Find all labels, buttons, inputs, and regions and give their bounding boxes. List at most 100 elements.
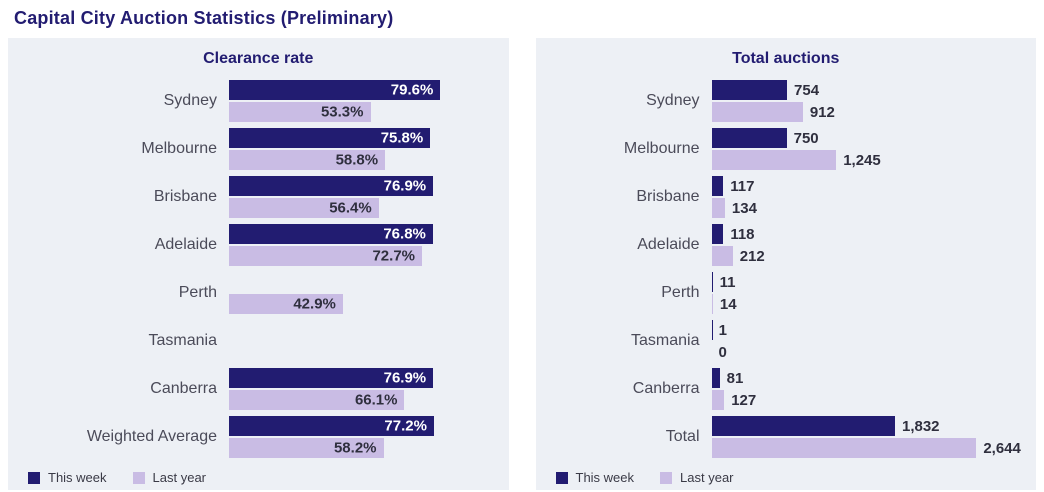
bar-track: 56.4% (229, 198, 495, 218)
bar-group: 117 134 (711, 176, 1023, 218)
value-label: 58.2% (333, 439, 377, 457)
bar-this-week (711, 416, 895, 436)
bar-track: 117 (711, 176, 1023, 196)
bar-track: 42.9% (229, 294, 495, 314)
bar-track: 1,245 (711, 150, 1023, 170)
bar-track: 0 (712, 342, 1023, 362)
chart-row: Perth 11 14 (550, 272, 1023, 314)
bar-track: 118 (711, 224, 1023, 244)
value-label: 42.9% (293, 295, 336, 313)
value-label: 72.7% (372, 247, 416, 265)
value-label: 76.8% (383, 225, 426, 243)
chart-row: Canberra 81 127 (550, 368, 1023, 410)
bar-track: 77.2% (229, 416, 495, 436)
bar-this-week: 75.8% (229, 128, 431, 148)
bar-track: 58.8% (229, 150, 495, 170)
bar-last-year: 66.1% (229, 390, 405, 410)
total-auctions-legend: This week Last year (550, 464, 1023, 487)
value-label: 53.3% (320, 103, 364, 121)
bar-group: 750 1,245 (711, 128, 1023, 170)
bar-track: 81 (711, 368, 1023, 388)
category-label: Melbourne (141, 140, 217, 157)
bar-this-week: 76.8% (229, 224, 433, 244)
chart-panels: Clearance rate Sydney 79.6% 53.3% Melbourne… (8, 38, 1036, 490)
value-label: 750 (793, 129, 819, 147)
clearance-rate-chart: Sydney 79.6% 53.3% Melbourne 75.8% 58.8% Brisb… (22, 80, 495, 464)
bar-this-week (711, 80, 788, 100)
total-auctions-chart: Sydney 754 912 Melbourne 750 1,245 Brisbane 117… (550, 80, 1023, 464)
bar-group: 754 912 (711, 80, 1023, 122)
bar-track: 127 (711, 390, 1023, 410)
value-label: 912 (809, 103, 835, 121)
bar-group: 76.9% 56.4% (229, 176, 495, 218)
bar-track: 58.2% (229, 438, 495, 458)
clearance-rate-legend: This week Last year (22, 464, 495, 487)
last-year-swatch-icon (132, 471, 145, 484)
bar-this-week (711, 272, 713, 292)
bar-group: 11 14 (711, 272, 1023, 314)
this-week-swatch-icon (28, 471, 40, 484)
bar-last-year (711, 438, 977, 458)
bar-last-year (711, 246, 733, 266)
bar-this-week (711, 224, 724, 244)
value-label: 58.8% (335, 151, 379, 169)
bar-last-year: 72.7% (229, 246, 423, 266)
bar-track: 11 (711, 272, 1023, 292)
chart-row: Canberra 76.9% 66.1% (22, 368, 495, 410)
bar-track (229, 342, 495, 362)
this-week-swatch-icon (555, 471, 568, 484)
bar-last-year (711, 294, 713, 314)
value-label: 0 (718, 343, 727, 361)
legend-item-last-year: Last year (132, 470, 206, 485)
chart-row: Perth 42.9% (22, 272, 495, 314)
legend-item-this-week: This week (28, 470, 107, 485)
value-label: 2,644 (983, 439, 1021, 457)
total-auctions-panel: Total auctions Sydney 754 912 Melbourne 750 1… (535, 38, 1036, 490)
bar-this-week: 76.9% (229, 176, 434, 196)
value-label: 1,245 (843, 151, 881, 169)
value-label: 134 (731, 199, 757, 217)
bar-track: 14 (711, 294, 1023, 314)
bar-group: 75.8% 58.8% (229, 128, 495, 170)
bar-this-week: 77.2% (229, 416, 434, 436)
category-label: Sydney (163, 92, 217, 109)
bar-last-year: 58.2% (229, 438, 384, 458)
category-label: Total (665, 428, 700, 445)
chart-row: Brisbane 76.9% 56.4% (22, 176, 495, 218)
value-label: 1,832 (901, 417, 940, 435)
chart-row: Melbourne 750 1,245 (550, 128, 1023, 170)
bar-group: 42.9% (229, 272, 495, 314)
bar-track: 1,832 (711, 416, 1023, 436)
bar-track: 212 (711, 246, 1023, 266)
value-label: 76.9% (383, 369, 427, 387)
bar-track (229, 320, 495, 340)
bar-group: 77.2% 58.2% (229, 416, 495, 458)
bar-last-year: 56.4% (229, 198, 379, 218)
value-label: 754 (794, 81, 820, 99)
value-label: 127 (731, 391, 757, 409)
bar-track: 79.6% (229, 80, 495, 100)
value-label: 76.9% (383, 177, 427, 195)
bar-track: 2,644 (711, 438, 1023, 458)
bar-group: 118 212 (711, 224, 1023, 266)
legend-item-this-week: This week (555, 470, 634, 485)
chart-row: Melbourne 75.8% 58.8% (22, 128, 495, 170)
bar-last-year (711, 390, 725, 410)
category-label: Sydney (646, 92, 700, 109)
value-label: 81 (726, 369, 744, 387)
category-label: Perth (178, 284, 217, 301)
category-label: Canberra (150, 380, 217, 397)
bar-group: 1,832 2,644 (711, 416, 1023, 458)
bar-group: 79.6% 53.3% (229, 80, 495, 122)
value-label: 118 (730, 225, 755, 243)
bar-this-week (711, 368, 720, 388)
bar-track: 912 (711, 102, 1023, 122)
bar-last-year (711, 102, 803, 122)
bar-track: 76.9% (229, 176, 495, 196)
bar-track: 53.3% (229, 102, 495, 122)
clearance-rate-title: Clearance rate (203, 50, 314, 67)
legend-label-this-week: This week (48, 470, 107, 485)
bar-track: 76.9% (229, 368, 495, 388)
category-label: Tasmania (631, 332, 700, 349)
